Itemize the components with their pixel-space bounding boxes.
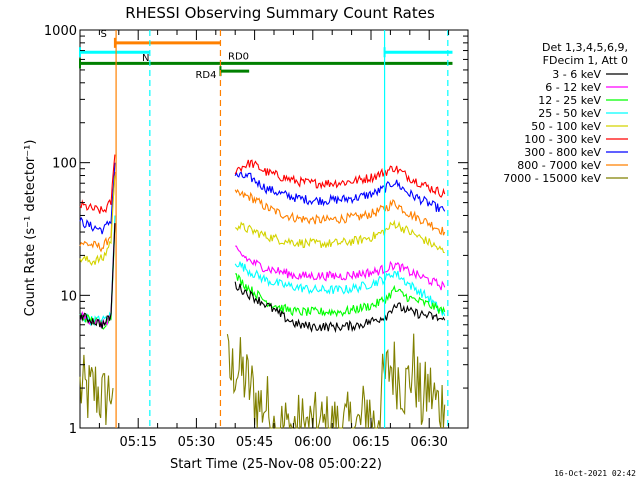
y-tick-label-1: 10 (60, 289, 77, 304)
series-line-0-pre (79, 223, 116, 329)
legend-header-decimation: FDecim 1, Att 0 (543, 54, 628, 67)
series-line-2-pre (79, 223, 116, 330)
series-line-6-post (234, 171, 446, 213)
x-axis-ticks: 05:15 05:30 05:45 06:00 06:15 06:30 (98, 30, 450, 450)
legend-label-1: 6 - 12 keV (545, 81, 601, 94)
series-line-5-pre (79, 154, 116, 214)
series-line-8-post (226, 333, 446, 430)
legend-label-3: 25 - 50 keV (538, 107, 601, 120)
series-line-8-pre (79, 354, 114, 426)
y-axis-label: Count Rate (s⁻¹ detector⁻¹) (23, 140, 38, 317)
x-tick-label-3: 06:00 (294, 435, 331, 450)
series-line-2-post (235, 273, 446, 318)
x-tick-label-1: 05:30 (178, 435, 215, 450)
series-line-7-pre (79, 171, 116, 253)
legend-label-2: 12 - 25 keV (538, 94, 601, 107)
series-line-4-pre (79, 175, 116, 266)
x-tick-label-0: 05:15 (119, 435, 156, 450)
flag-label-3: RD0 (228, 51, 249, 62)
chart-title: RHESSI Observing Summary Count Rates (125, 4, 435, 22)
flag-label-0: S (101, 29, 107, 40)
plot-area: S N RD0 RD4 (79, 29, 469, 430)
series-line-5-post (234, 159, 446, 198)
legend-label-8: 7000 - 15000 keV (503, 172, 601, 185)
series-line-7-post (234, 188, 446, 236)
x-tick-label-4: 06:15 (352, 435, 389, 450)
y-tick-label-0: 1 (69, 422, 77, 437)
y-tick-label-2: 100 (52, 157, 77, 172)
series-line-0-post (234, 281, 446, 334)
series-line-3-post (234, 261, 446, 317)
legend: Det 1,3,4,5,6,9, FDecim 1, Att 0 3 - 6 k… (503, 41, 628, 185)
legend-header-detectors: Det 1,3,4,5,6,9, (542, 41, 628, 54)
series-line-1-post (235, 245, 446, 291)
y-tick-label-3: 1000 (44, 24, 77, 39)
legend-label-5: 100 - 300 keV (524, 133, 601, 146)
x-axis-label: Start Time (25-Nov-08 05:00:22) (170, 457, 382, 472)
legend-label-4: 50 - 100 keV (531, 120, 601, 133)
series-line-4-post (234, 219, 445, 254)
series-line-6-pre (79, 162, 116, 235)
x-tick-label-2: 05:45 (236, 435, 273, 450)
footer-timestamp: 16-Oct-2021 02:42 (554, 469, 636, 478)
series-line-3-pre (79, 215, 116, 327)
legend-label-7: 800 - 7000 keV (517, 159, 601, 172)
flag-label-1: N (142, 53, 149, 64)
flag-label-4: RD4 (195, 70, 216, 81)
legend-label-0: 3 - 6 keV (552, 68, 601, 81)
y-axis-ticks: 1 10 100 1000 (44, 24, 468, 437)
plot-frame (79, 29, 469, 429)
x-tick-label-5: 06:30 (410, 435, 447, 450)
legend-label-6: 300 - 800 keV (524, 146, 601, 159)
